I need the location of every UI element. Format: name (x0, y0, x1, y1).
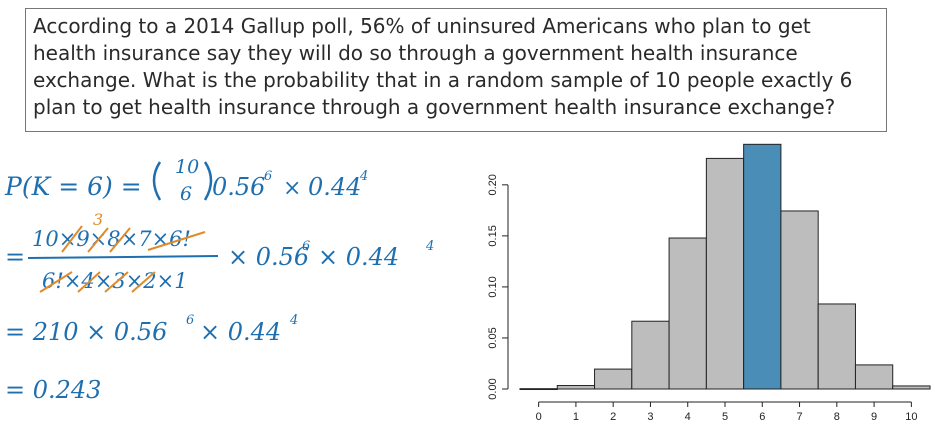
y-tick-label: 0.20 (487, 174, 499, 195)
y-tick-label: 0.15 (487, 225, 499, 246)
bar-0 (519, 388, 558, 390)
line2-rhs2: × 0.44 (318, 243, 399, 271)
y-tick-label: 0.05 (487, 327, 499, 348)
bar-8 (817, 303, 856, 390)
line2-annot: 3 (93, 210, 103, 229)
line2-eq: = (5, 243, 25, 271)
x-axis: 0 1 2 3 4 5 6 7 8 9 10 (536, 401, 917, 423)
x-tick-label: 2 (610, 411, 616, 423)
line2-numerator: 10×9×8×7×6! (32, 227, 191, 251)
x-tick-label: 5 (722, 411, 728, 423)
fraction-bar (27, 255, 219, 259)
work-line-3: = 210 × 0.56 6 × 0.44 4 (5, 313, 298, 346)
line2-denominator: 6!×4×3×2×1 (42, 269, 188, 293)
binom-top: 10 (175, 156, 199, 178)
line2-rhs2-exp: 4 (425, 239, 434, 254)
line1-rhs-exp: 6 (264, 169, 272, 184)
y-tick-label: 0.10 (487, 276, 499, 297)
line1-times: × (283, 176, 301, 201)
handwritten-work: P(K = 6) = 10 6 0.56 6 × 0.44 4 = 3 10×9… (4, 156, 434, 404)
line3-exp2: 4 (289, 313, 298, 328)
x-tick-label: 6 (759, 411, 765, 423)
x-tick-label: 3 (647, 411, 653, 423)
bars-group (519, 143, 931, 390)
x-tick-label: 9 (871, 411, 877, 423)
binom-right-paren (203, 161, 213, 201)
bar-2 (594, 368, 633, 390)
line1-rhs2-exp: 4 (359, 169, 368, 184)
line1-lhs: P(K = 6) = (4, 172, 142, 201)
line2-rhs-exp: 6 (302, 239, 310, 254)
binomial-histogram: 0.00 0.05 0.10 0.15 0.20 0 1 2 3 4 5 6 7 8 9 10 (487, 143, 931, 423)
question-text: According to a 2014 Gallup poll, 56% of … (33, 14, 853, 119)
x-tick-label: 8 (834, 411, 840, 423)
y-tick-label: 0.00 (487, 378, 499, 399)
bar-4 (668, 237, 707, 390)
work-line-1: P(K = 6) = 10 6 0.56 6 × 0.44 4 (4, 156, 368, 205)
bar-1 (556, 385, 596, 390)
question-box: According to a 2014 Gallup poll, 56% of … (25, 8, 887, 132)
line3-mid: × 0.44 (200, 318, 281, 346)
binom-left-paren (152, 161, 162, 201)
x-tick-label: 10 (905, 411, 917, 423)
line4-text: = 0.243 (5, 376, 101, 404)
work-line-2: = 3 10×9×8×7×6! 6!×4×3×2×1 × 0.56 6 × 0.… (5, 210, 434, 293)
line1-rhs: 0.56 (212, 173, 265, 201)
bar-10 (892, 385, 931, 390)
cancel-marks (39, 225, 206, 293)
line1-rhs2: 0.44 (308, 173, 361, 201)
line3-text: = 210 × 0.56 (5, 318, 167, 346)
binom-bottom: 6 (180, 183, 192, 205)
x-tick-label: 0 (536, 411, 542, 423)
x-tick-label: 1 (573, 411, 579, 423)
bar-7 (780, 210, 819, 390)
line2-rhs: × 0.56 (228, 243, 309, 271)
x-tick-label: 7 (796, 411, 802, 423)
x-tick-label: 4 (685, 411, 691, 423)
bar-5 (705, 157, 745, 390)
y-axis: 0.00 0.05 0.10 0.15 0.20 (487, 174, 509, 400)
line3-exp1: 6 (186, 313, 194, 328)
bar-9 (854, 364, 894, 390)
work-line-4: = 0.243 (5, 376, 101, 404)
bar-3 (631, 320, 670, 390)
bar-6 (743, 143, 782, 390)
